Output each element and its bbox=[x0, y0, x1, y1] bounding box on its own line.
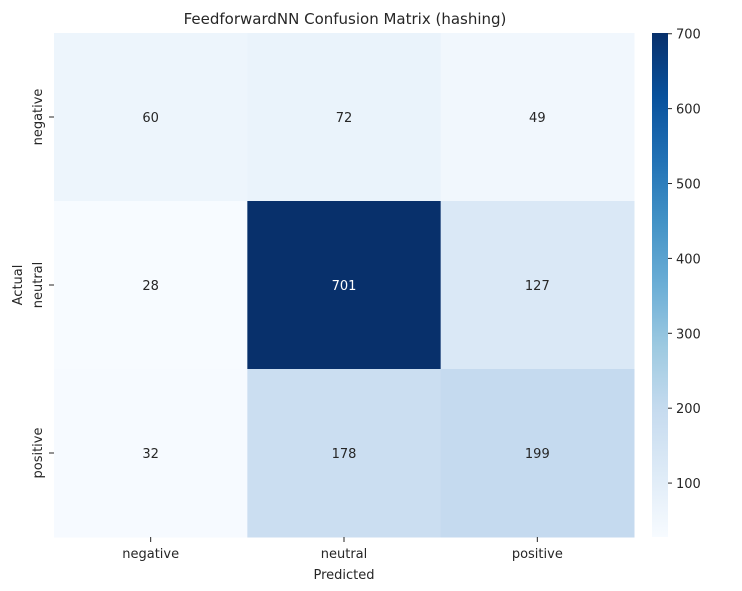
colorbar-tick-label-600: 600 bbox=[676, 103, 701, 118]
cell-value-label: 127 bbox=[525, 279, 550, 294]
colorbar-tick-label-700: 700 bbox=[676, 28, 701, 43]
y-axis-ticks: negative neutral positive bbox=[31, 89, 54, 479]
colorbar-tick-label-400: 400 bbox=[676, 252, 701, 267]
x-axis-ticks: negative neutral positive bbox=[122, 537, 563, 562]
cell-value-label: 701 bbox=[332, 279, 357, 294]
y-tick-label-positive: positive bbox=[31, 428, 46, 479]
x-tick-label-positive: positive bbox=[512, 547, 563, 562]
y-tick-label-neutral: neutral bbox=[31, 262, 46, 309]
cell-negative-negative bbox=[54, 33, 248, 202]
x-axis-label: Predicted bbox=[313, 568, 374, 583]
cell-positive-negative bbox=[54, 369, 248, 538]
chart-title: FeedforwardNN Confusion Matrix (hashing) bbox=[184, 10, 507, 28]
x-tick-label-neutral: neutral bbox=[321, 547, 368, 562]
colorbar-tick-label-100: 100 bbox=[676, 477, 701, 492]
y-tick-label-negative: negative bbox=[31, 89, 46, 146]
cell-value-label: 72 bbox=[336, 111, 353, 126]
heatmap-cells bbox=[54, 33, 635, 538]
heatmap-cell-labels: 60 72 49 28 701 127 32 178 199 bbox=[142, 111, 549, 462]
cell-neutral-neutral bbox=[247, 201, 442, 370]
cell-positive-neutral bbox=[247, 369, 442, 538]
x-tick-label-negative: negative bbox=[122, 547, 179, 562]
colorbar bbox=[652, 33, 668, 537]
cell-negative-positive bbox=[440, 33, 635, 202]
colorbar-tick-label-500: 500 bbox=[676, 178, 701, 193]
y-axis-label: Actual bbox=[11, 265, 26, 306]
cell-value-label: 28 bbox=[142, 279, 159, 294]
cell-negative-neutral bbox=[247, 33, 442, 202]
cell-value-label: 178 bbox=[332, 447, 357, 462]
cell-positive-positive bbox=[440, 369, 635, 538]
colorbar-tick-label-300: 300 bbox=[676, 327, 701, 342]
cell-value-label: 32 bbox=[142, 447, 159, 462]
cell-value-label: 199 bbox=[525, 447, 550, 462]
cell-neutral-negative bbox=[54, 201, 248, 370]
cell-neutral-positive bbox=[440, 201, 635, 370]
cell-value-label: 49 bbox=[529, 111, 546, 126]
colorbar-tick-label-200: 200 bbox=[676, 402, 701, 417]
cell-value-label: 60 bbox=[142, 111, 159, 126]
colorbar-ticks: 100 200 300 400 500 600 700 bbox=[668, 28, 701, 492]
